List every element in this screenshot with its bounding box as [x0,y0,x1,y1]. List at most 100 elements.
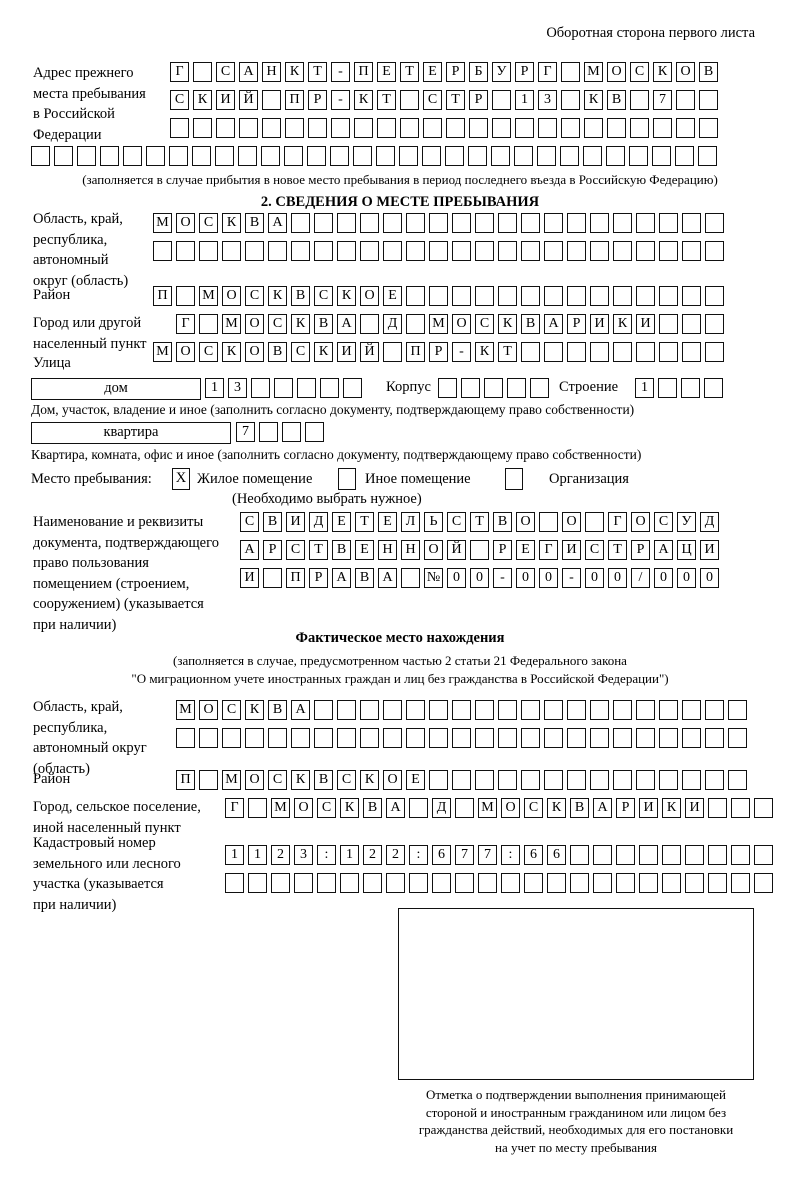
char-cell[interactable]: 6 [524,845,543,865]
char-cell[interactable]: С [268,314,287,334]
char-cell[interactable] [561,62,580,82]
char-cell[interactable]: 1 [340,845,359,865]
char-cell[interactable]: О [245,342,264,362]
char-cell[interactable] [705,286,724,306]
char-cell[interactable]: Н [378,540,397,560]
char-cell[interactable] [676,118,695,138]
char-cell[interactable] [561,90,580,110]
char-cell[interactable] [452,770,471,790]
char-cell[interactable] [659,286,678,306]
char-cell[interactable]: К [285,62,304,82]
char-cell[interactable] [238,146,257,166]
char-cell[interactable] [593,845,612,865]
char-cell[interactable] [409,873,428,893]
char-cell[interactable] [429,728,448,748]
korpus-row[interactable] [438,378,553,398]
char-cell[interactable]: Т [470,512,489,532]
char-cell[interactable] [199,728,218,748]
char-cell[interactable]: С [240,512,259,532]
char-cell[interactable]: / [631,568,650,588]
char-cell[interactable]: П [285,90,304,110]
char-cell[interactable]: В [314,770,333,790]
char-cell[interactable] [343,378,362,398]
char-cell[interactable]: 0 [700,568,719,588]
char-cell[interactable] [561,118,580,138]
char-cell[interactable] [705,728,724,748]
char-cell[interactable]: Г [608,512,627,532]
char-cell[interactable] [314,241,333,261]
char-cell[interactable] [498,770,517,790]
char-cell[interactable] [354,118,373,138]
char-cell[interactable]: С [630,62,649,82]
char-cell[interactable]: Й [239,90,258,110]
char-cell[interactable]: Е [378,512,397,532]
char-cell[interactable] [337,241,356,261]
char-cell[interactable]: Р [567,314,586,334]
char-cell[interactable] [445,146,464,166]
char-cell[interactable] [429,770,448,790]
char-cell[interactable] [360,728,379,748]
char-cell[interactable]: И [700,540,719,560]
char-cell[interactable]: С [423,90,442,110]
char-cell[interactable] [547,873,566,893]
char-cell[interactable]: В [268,342,287,362]
char-cell[interactable] [630,118,649,138]
char-cell[interactable] [606,146,625,166]
char-cell[interactable] [470,540,489,560]
char-cell[interactable] [123,146,142,166]
char-cell[interactable]: 1 [515,90,534,110]
char-cell[interactable] [475,213,494,233]
char-cell[interactable]: В [363,798,382,818]
char-cell[interactable] [590,728,609,748]
char-cell[interactable]: Р [446,62,465,82]
char-cell[interactable]: Р [493,540,512,560]
char-cell[interactable] [708,873,727,893]
char-cell[interactable] [422,146,441,166]
char-cell[interactable]: Р [631,540,650,560]
char-cell[interactable]: О [501,798,520,818]
char-cell[interactable]: С [314,286,333,306]
char-cell[interactable] [521,241,540,261]
char-cell[interactable] [406,700,425,720]
char-cell[interactable]: С [447,512,466,532]
char-cell[interactable]: Б [469,62,488,82]
char-cell[interactable]: 6 [547,845,566,865]
char-cell[interactable]: 0 [585,568,604,588]
char-cell[interactable] [360,241,379,261]
char-cell[interactable] [199,314,218,334]
char-cell[interactable] [659,241,678,261]
char-cell[interactable]: К [354,90,373,110]
char-cell[interactable] [613,770,632,790]
char-cell[interactable] [54,146,73,166]
char-cell[interactable] [199,770,218,790]
char-cell[interactable]: И [286,512,305,532]
char-cell[interactable]: И [240,568,259,588]
char-cell[interactable]: Д [700,512,719,532]
checkbox-organizaciya[interactable] [505,468,523,490]
char-cell[interactable] [731,845,750,865]
char-cell[interactable] [682,700,701,720]
char-cell[interactable]: П [176,770,195,790]
cadastre-row-2[interactable] [225,873,777,893]
char-cell[interactable] [399,146,418,166]
char-cell[interactable] [452,728,471,748]
char-cell[interactable] [705,700,724,720]
char-cell[interactable] [682,770,701,790]
char-cell[interactable] [698,146,717,166]
char-cell[interactable] [704,378,723,398]
char-cell[interactable]: Н [401,540,420,560]
char-cell[interactable]: С [291,342,310,362]
char-cell[interactable] [590,770,609,790]
char-cell[interactable]: Д [432,798,451,818]
char-cell[interactable] [263,568,282,588]
char-cell[interactable]: Е [332,512,351,532]
char-cell[interactable]: С [245,286,264,306]
char-cell[interactable] [544,342,563,362]
char-cell[interactable] [652,146,671,166]
char-cell[interactable]: С [170,90,189,110]
char-cell[interactable]: 2 [386,845,405,865]
char-cell[interactable] [475,770,494,790]
